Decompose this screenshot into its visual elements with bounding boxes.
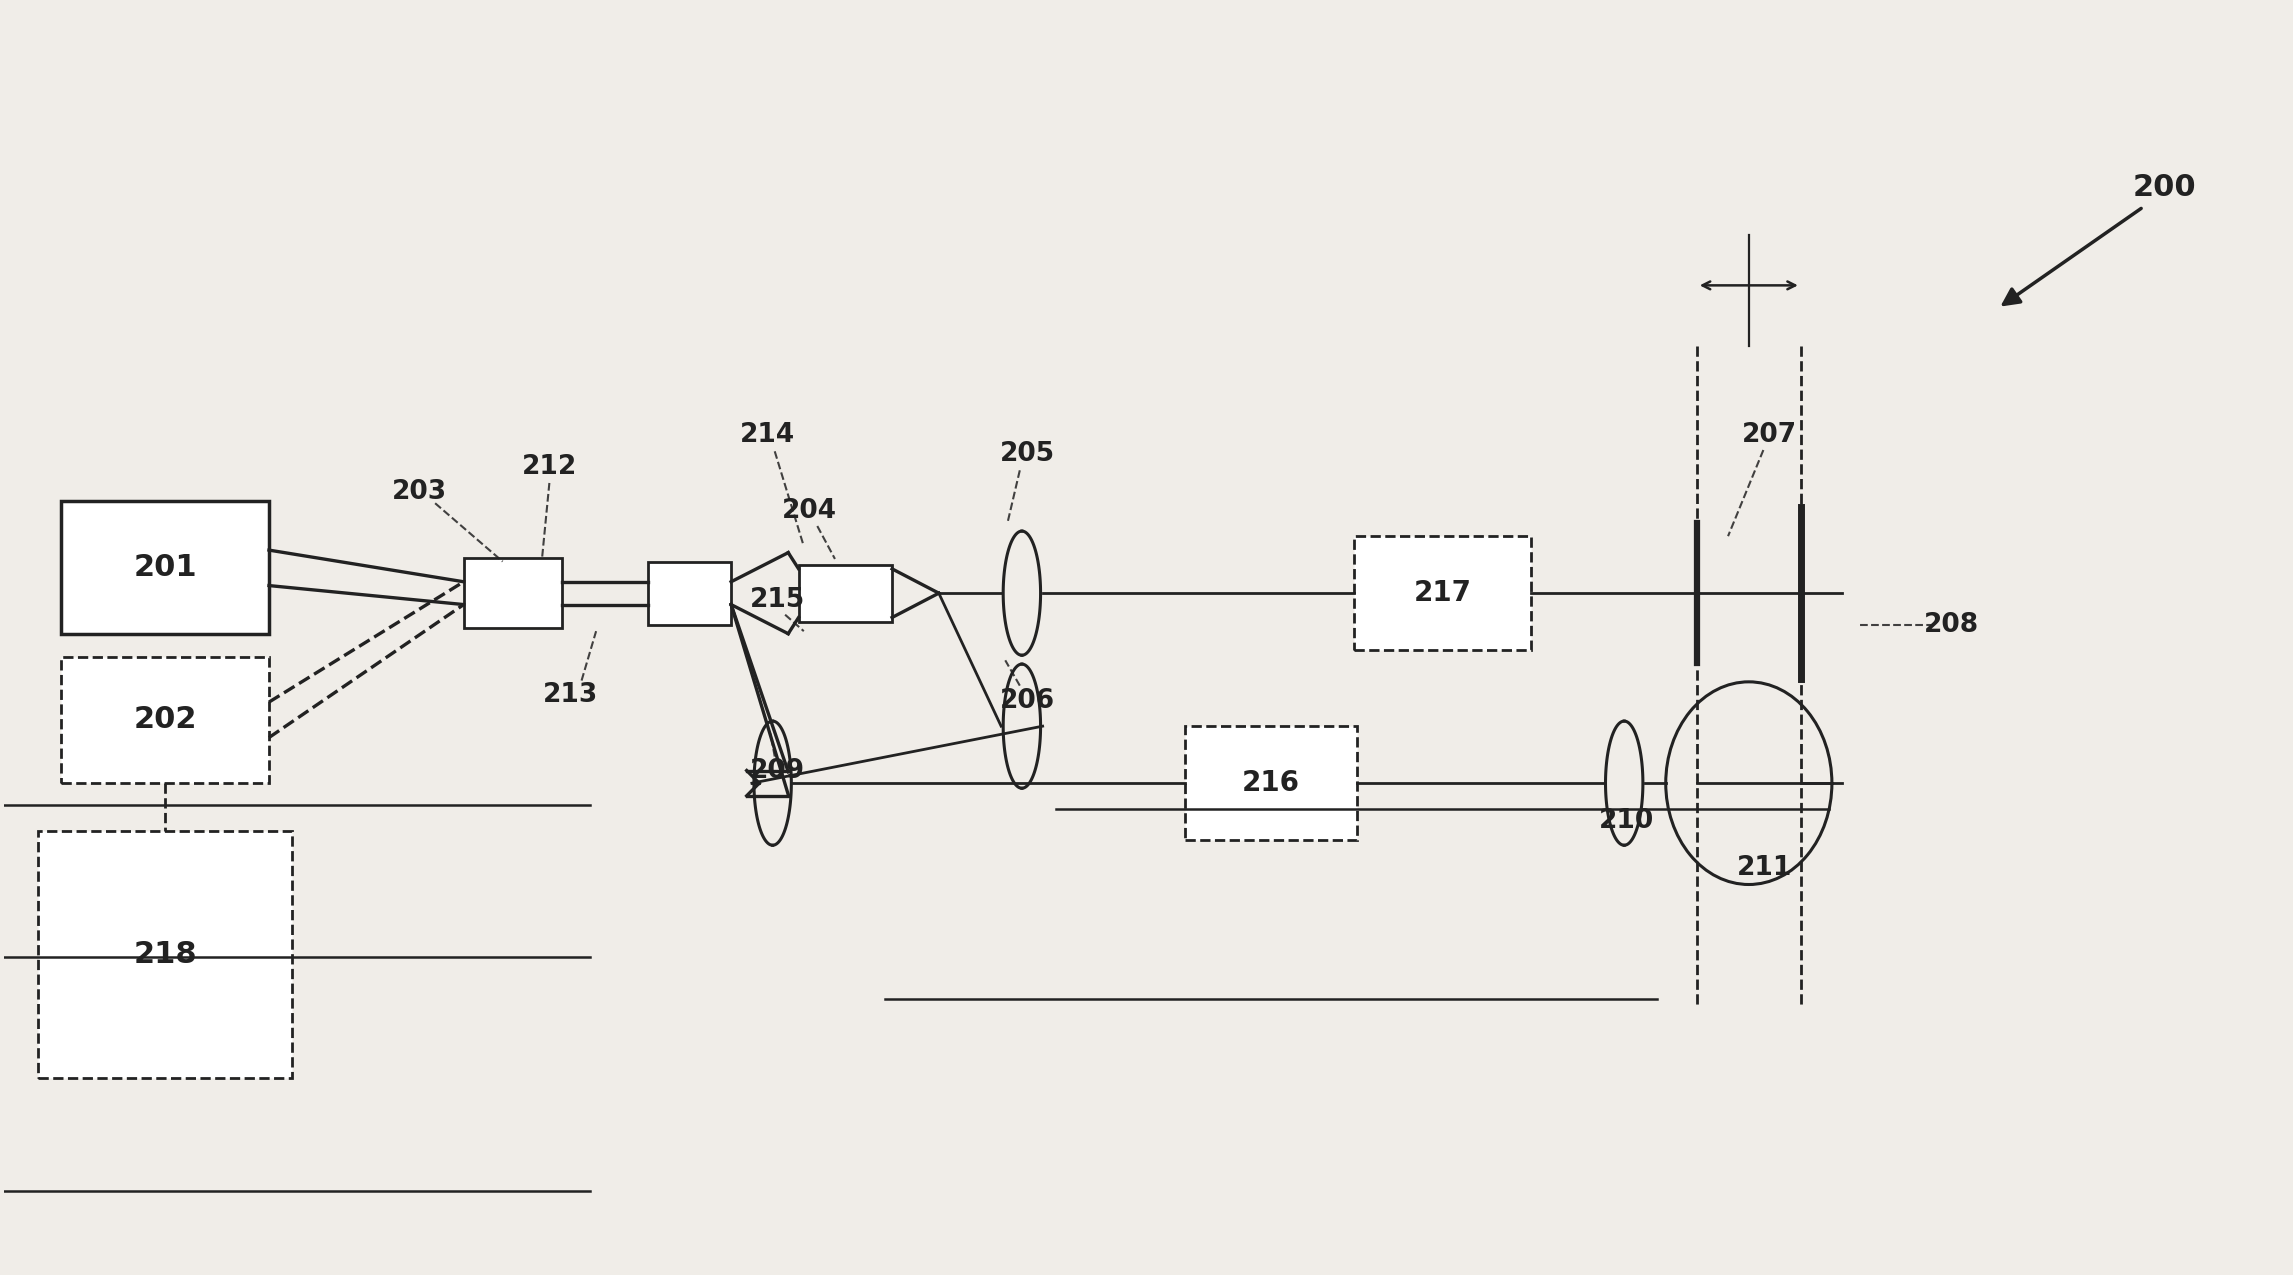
FancyBboxPatch shape (62, 501, 268, 635)
Text: 215: 215 (750, 586, 805, 612)
Text: 200: 200 (2132, 173, 2197, 203)
Bar (463, 558, 562, 629)
Text: 213: 213 (543, 682, 598, 708)
Text: 210: 210 (1598, 808, 1653, 834)
Text: 206: 206 (1000, 687, 1055, 714)
Text: 203: 203 (392, 479, 447, 505)
Text: 209: 209 (750, 757, 805, 784)
FancyBboxPatch shape (62, 657, 268, 783)
Text: 204: 204 (782, 497, 837, 524)
Text: 207: 207 (1743, 422, 1798, 448)
Text: 202: 202 (133, 705, 197, 734)
Text: 201: 201 (133, 553, 197, 583)
FancyBboxPatch shape (1355, 537, 1532, 650)
Text: 208: 208 (1924, 612, 1979, 638)
Text: 214: 214 (741, 422, 796, 448)
Bar (798, 565, 892, 622)
Text: 205: 205 (1000, 441, 1055, 467)
Text: 216: 216 (1243, 769, 1300, 797)
Text: 211: 211 (1736, 856, 1793, 881)
FancyBboxPatch shape (39, 831, 291, 1077)
FancyBboxPatch shape (1185, 727, 1357, 840)
Text: 217: 217 (1412, 579, 1472, 607)
Text: 218: 218 (133, 940, 197, 969)
Text: 212: 212 (523, 454, 578, 479)
Bar (649, 561, 731, 625)
